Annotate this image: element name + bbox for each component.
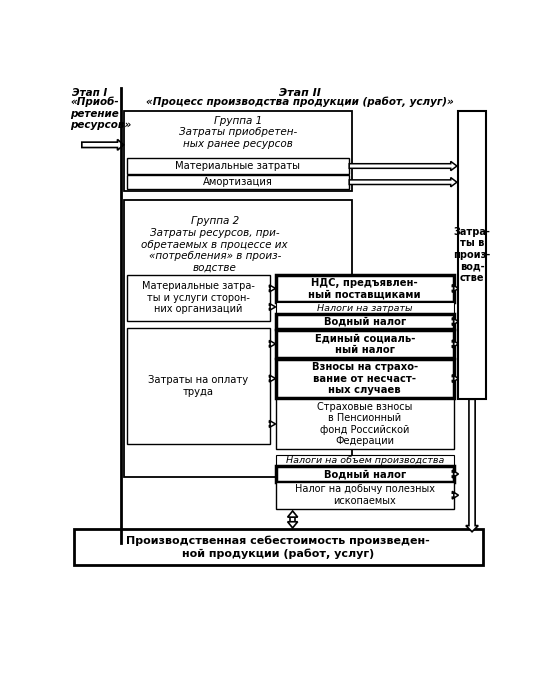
Bar [276, 482, 454, 509]
Bar [276, 455, 454, 466]
Bar [291, 517, 295, 522]
Bar [276, 302, 454, 314]
Bar [127, 274, 270, 321]
Bar [127, 175, 349, 189]
Text: Группа 1
Затраты приобретен-
ных ранее ресурсов: Группа 1 Затраты приобретен- ных ранее р… [179, 116, 297, 148]
Text: НДС, предъявлен-
ный поставщиками: НДС, предъявлен- ный поставщиками [308, 278, 421, 299]
Text: Этап I: Этап I [72, 88, 107, 98]
Bar [276, 359, 454, 398]
Bar [276, 466, 454, 482]
Text: Производственная себестоимость произведен-
ной продукции (работ, услуг): Производственная себестоимость произведе… [127, 536, 430, 559]
Text: Амортизация: Амортизация [203, 177, 273, 187]
Text: Затраты на оплату
труда: Затраты на оплату труда [148, 376, 249, 397]
Polygon shape [452, 375, 458, 382]
Text: «Процесс производства продукции (работ, услуг)»: «Процесс производства продукции (работ, … [147, 96, 454, 107]
Text: Налоги на объем производства: Налоги на объем производства [286, 456, 444, 465]
Polygon shape [269, 341, 276, 347]
Polygon shape [349, 178, 457, 187]
Text: Взносы на страхо-
вание от несчаст-
ных случаев: Взносы на страхо- вание от несчаст- ных … [312, 362, 418, 395]
Bar [124, 111, 352, 192]
Polygon shape [288, 511, 298, 517]
Text: Затра-
ты в
произ-
вод-
стве: Затра- ты в произ- вод- стве [453, 226, 491, 283]
Polygon shape [288, 522, 298, 528]
Text: Единый социаль-
ный налог: Единый социаль- ный налог [314, 333, 415, 355]
Bar [458, 111, 485, 399]
Text: Водный налог: Водный налог [324, 469, 406, 479]
Bar [276, 314, 454, 329]
Text: «Приоб-
ретение
ресурсов»: «Приоб- ретение ресурсов» [70, 96, 131, 131]
Polygon shape [269, 375, 276, 382]
Bar [127, 328, 270, 444]
Polygon shape [269, 285, 276, 292]
Polygon shape [452, 317, 458, 326]
Text: Этап II: Этап II [280, 88, 321, 98]
Text: Налоги на затраты: Налоги на затраты [317, 304, 413, 313]
Polygon shape [452, 285, 458, 292]
Bar [276, 399, 454, 449]
Polygon shape [452, 470, 458, 478]
Bar [276, 330, 454, 358]
Bar [127, 158, 349, 174]
Polygon shape [452, 340, 458, 347]
Text: Материальные затра-
ты и услуги сторон-
них организаций: Материальные затра- ты и услуги сторон- … [142, 281, 255, 314]
Polygon shape [269, 304, 276, 311]
Polygon shape [452, 491, 458, 499]
Text: Группа 2
Затраты ресурсов, при-
обретаемых в процессе их
«потребления» в произ-
: Группа 2 Затраты ресурсов, при- обретаем… [141, 216, 288, 273]
Polygon shape [269, 421, 276, 428]
Bar [74, 529, 483, 565]
Text: Материальные затраты: Материальные затраты [175, 161, 300, 171]
Bar [276, 274, 454, 302]
Text: Налог на добычу полезных
ископаемых: Налог на добычу полезных ископаемых [295, 484, 435, 506]
Polygon shape [349, 161, 457, 170]
Polygon shape [82, 140, 124, 150]
Text: Страховые взносы
в Пенсионный
фонд Российской
Федерации: Страховые взносы в Пенсионный фонд Росси… [317, 402, 412, 447]
Polygon shape [466, 399, 478, 531]
Text: Водный налог: Водный налог [324, 317, 406, 326]
Bar [124, 200, 352, 477]
